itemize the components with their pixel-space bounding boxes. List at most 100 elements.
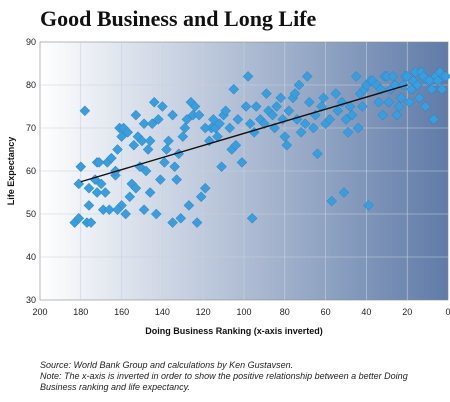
x-tick-label: 0 xyxy=(445,307,450,317)
data-point-marker xyxy=(83,200,95,211)
data-point-marker xyxy=(144,187,156,198)
data-point-marker xyxy=(401,71,413,82)
data-point-marker xyxy=(73,212,85,224)
data-point-marker xyxy=(144,135,156,147)
data-point-marker xyxy=(324,114,336,125)
data-point-marker xyxy=(236,157,248,168)
data-point-marker xyxy=(106,152,117,164)
data-point-marker xyxy=(150,208,162,220)
x-tick-label: 120 xyxy=(196,307,211,317)
y-tick-label: 50 xyxy=(26,209,36,219)
data-point-marker xyxy=(128,139,140,151)
data-point-marker xyxy=(177,131,189,142)
data-point-marker xyxy=(383,96,395,108)
data-point-marker xyxy=(189,101,201,112)
data-point-marker xyxy=(301,71,313,82)
x-tick-label: 20 xyxy=(402,307,412,317)
data-point-marker xyxy=(432,75,444,87)
x-tick-label: 80 xyxy=(280,307,290,317)
data-point-marker xyxy=(142,144,154,155)
data-point-marker xyxy=(363,200,374,211)
data-point-marker xyxy=(412,79,423,91)
data-point-marker xyxy=(246,212,258,224)
data-point-marker xyxy=(181,114,193,125)
data-point-marker xyxy=(295,126,307,138)
y-tick-label: 40 xyxy=(26,252,36,262)
data-point-marker xyxy=(130,109,142,121)
x-tick-label: 200 xyxy=(32,307,47,317)
trend-line xyxy=(80,84,408,183)
data-point-marker xyxy=(405,83,417,95)
data-point-marker xyxy=(350,71,362,82)
data-point-marker xyxy=(293,79,305,91)
x-tick-labels: 200 180 160 140 120 100 80 60 40 20 0 xyxy=(32,307,450,317)
data-point-marker xyxy=(332,105,344,117)
data-point-marker xyxy=(428,114,440,125)
data-point-marker xyxy=(356,101,368,112)
y-axis-label: Life Expectancy xyxy=(6,137,16,206)
data-point-marker xyxy=(79,105,91,117)
x-tick-label: 60 xyxy=(321,307,331,317)
data-point-marker xyxy=(179,122,191,134)
data-point-marker xyxy=(338,187,350,198)
data-point-marker xyxy=(112,204,123,216)
y-tick-labels: 30 40 50 60 70 80 90 xyxy=(26,37,36,305)
data-point-marker xyxy=(95,178,107,190)
x-tick-label: 180 xyxy=(73,307,88,317)
data-point-marker xyxy=(326,195,338,207)
data-point-marker xyxy=(122,126,134,138)
data-point-marker xyxy=(318,92,329,104)
data-point-marker xyxy=(124,191,136,203)
data-point-marker xyxy=(352,122,364,134)
data-points xyxy=(69,66,450,228)
data-point-marker xyxy=(424,75,435,87)
data-point-marker xyxy=(244,118,256,130)
data-point-marker xyxy=(163,135,174,147)
data-point-marker xyxy=(130,182,142,194)
data-point-marker xyxy=(208,114,219,125)
data-point-marker xyxy=(436,83,448,95)
data-point-marker xyxy=(299,118,311,130)
data-point-marker xyxy=(387,71,399,82)
data-point-marker xyxy=(183,200,195,211)
data-point-marker xyxy=(224,122,236,134)
chart-title: Good Business and Long Life xyxy=(40,6,317,31)
x-tick-label: 100 xyxy=(236,307,251,317)
data-point-marker xyxy=(85,217,97,228)
data-point-marker xyxy=(308,122,319,134)
data-point-marker xyxy=(175,212,187,224)
data-point-marker xyxy=(289,88,301,99)
data-point-marker xyxy=(342,126,354,138)
data-point-marker xyxy=(161,144,172,155)
data-point-marker xyxy=(116,131,127,142)
data-point-marker xyxy=(136,135,148,147)
data-point-marker xyxy=(344,101,356,112)
data-point-marker xyxy=(271,101,282,112)
data-point-marker xyxy=(104,204,115,216)
data-point-marker xyxy=(440,71,450,82)
y-tick-label: 60 xyxy=(26,166,36,176)
x-tick-label: 40 xyxy=(361,307,371,317)
data-point-marker xyxy=(138,204,150,216)
x-axis-label: Doing Business Ranking (x-axis inverted) xyxy=(145,326,323,336)
y-tick-label: 70 xyxy=(26,123,36,133)
data-point-marker xyxy=(193,109,205,121)
data-point-marker xyxy=(199,182,211,194)
data-point-marker xyxy=(99,187,111,198)
data-point-marker xyxy=(330,88,342,99)
data-point-marker xyxy=(171,174,183,185)
trendline xyxy=(80,84,408,183)
data-point-marker xyxy=(167,217,178,228)
data-point-marker xyxy=(340,114,352,125)
data-point-marker xyxy=(267,109,278,121)
data-point-marker xyxy=(230,139,242,151)
data-point-marker xyxy=(403,96,415,108)
data-point-marker xyxy=(303,96,315,108)
data-point-marker xyxy=(414,92,425,104)
source-line: Source: World Bank Group and calculation… xyxy=(40,360,294,370)
data-point-marker xyxy=(83,182,95,194)
data-point-marker xyxy=(250,101,262,112)
source-note: Source: World Bank Group and calculation… xyxy=(40,360,442,393)
data-point-marker xyxy=(93,157,105,168)
